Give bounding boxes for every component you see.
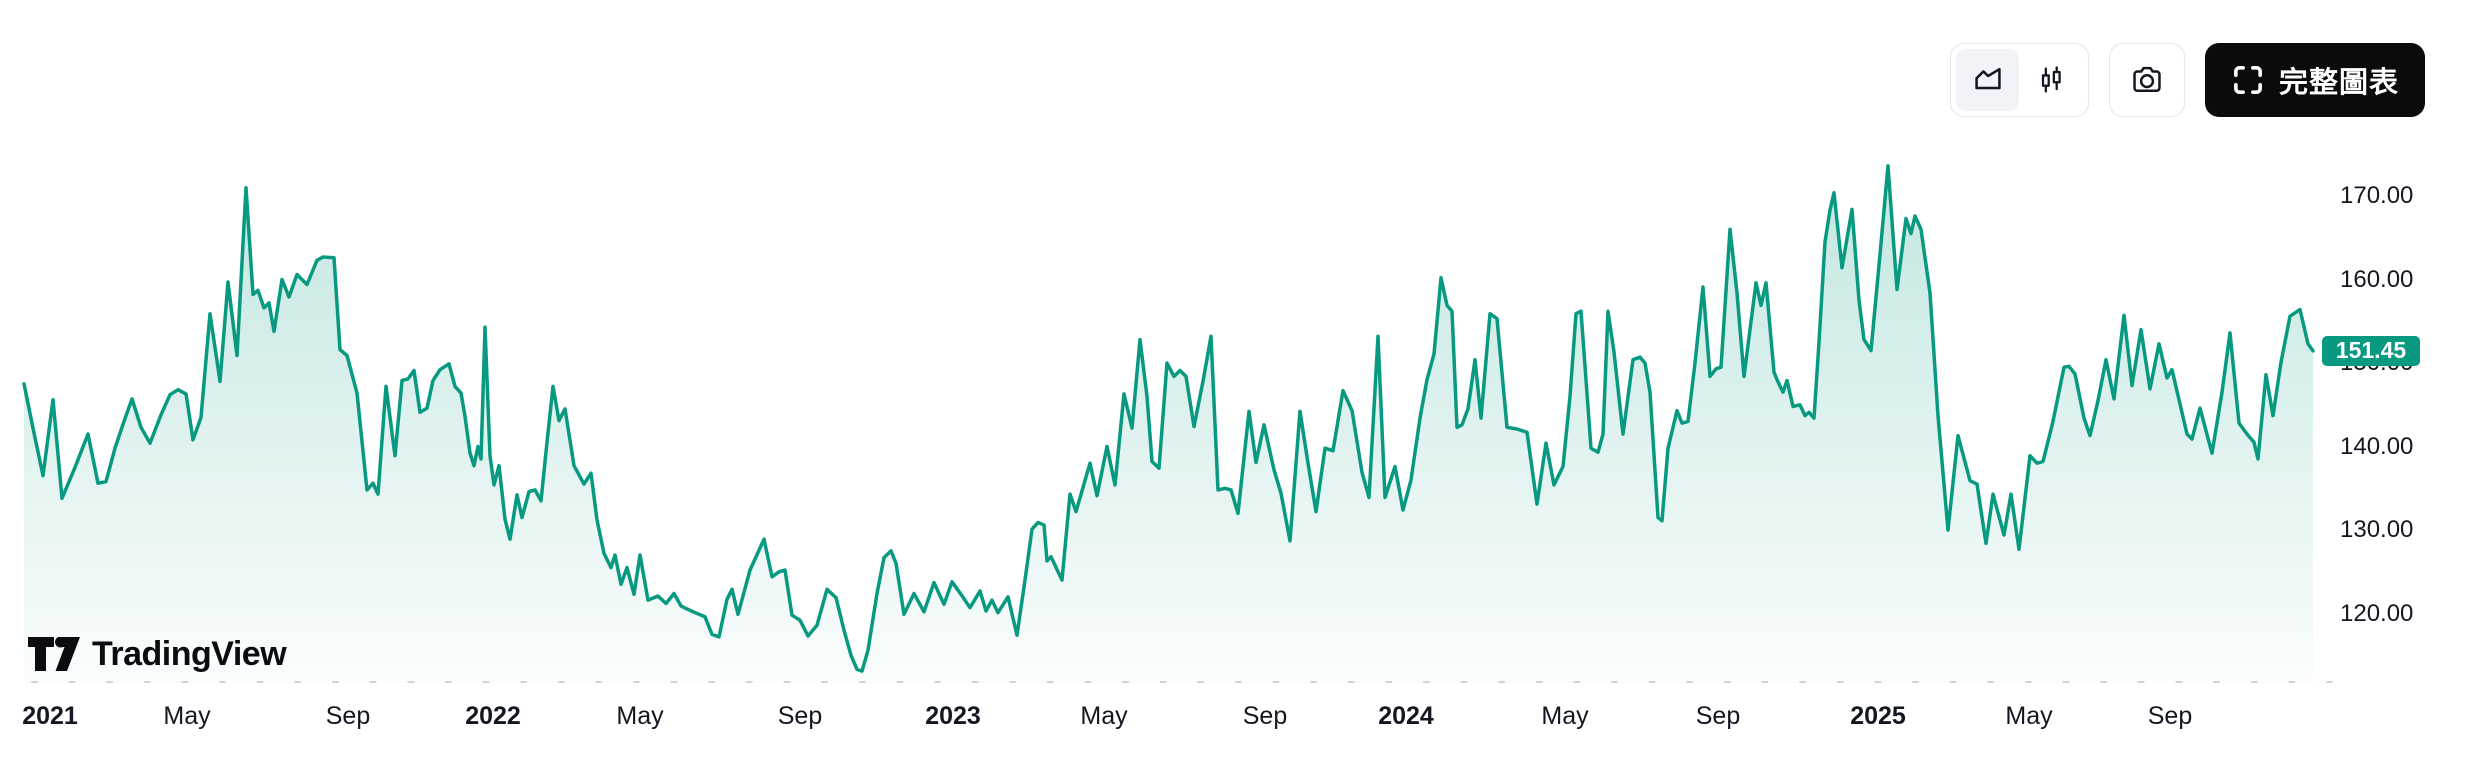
tradingview-logo-icon xyxy=(28,637,80,671)
x-axis-label: May xyxy=(163,702,211,730)
candlestick-toggle[interactable] xyxy=(2019,49,2083,111)
full-chart-button-label: 完整圖表 xyxy=(2278,67,2399,99)
month-tick xyxy=(2325,681,2333,683)
area-fill xyxy=(24,165,2313,683)
x-axis-label: May xyxy=(616,702,664,730)
candlestick-icon xyxy=(2035,64,2067,96)
x-axis-label: Sep xyxy=(1242,702,1288,730)
x-axis-label: 2022 xyxy=(465,702,521,730)
screenshot-button[interactable] xyxy=(2108,43,2185,117)
x-axis-label: Sep xyxy=(777,702,823,730)
y-axis-label: 170.00 xyxy=(2340,182,2414,209)
x-axis-label: 2025 xyxy=(1850,702,1906,730)
last-price-badge: 151.45 xyxy=(2322,335,2420,366)
x-axis-label: May xyxy=(1080,702,1128,730)
x-axis-label: Sep xyxy=(2147,702,2193,730)
y-axis-label: 130.00 xyxy=(2340,516,2414,543)
y-axis-label: 140.00 xyxy=(2340,432,2414,460)
fullscreen-scan-icon xyxy=(2231,63,2265,97)
x-axis-label: 2023 xyxy=(925,702,981,730)
tradingview-logo-text: TradingView xyxy=(92,635,287,673)
toolbar: 完整圖表 xyxy=(1949,43,2425,117)
price-line xyxy=(22,164,2315,673)
area-chart-icon xyxy=(1972,64,2004,96)
x-axis-label: Sep xyxy=(325,702,371,730)
x-axis-label: May xyxy=(1541,702,1589,730)
y-axis-label: 120.00 xyxy=(2340,599,2414,627)
x-axis-label: Sep xyxy=(1695,702,1741,730)
x-axis-label: 2021 xyxy=(22,702,78,730)
camera-icon xyxy=(2130,63,2164,97)
full-chart-button[interactable]: 完整圖表 xyxy=(2204,43,2425,117)
chart-type-toggle xyxy=(1949,43,2089,117)
y-axis-label: 160.00 xyxy=(2340,265,2414,293)
area-chart-toggle[interactable] xyxy=(1955,49,2020,111)
x-axis-label: 2024 xyxy=(1378,702,1434,730)
tradingview-logo[interactable]: TradingView xyxy=(28,634,287,674)
x-axis-label: May xyxy=(2005,702,2053,730)
